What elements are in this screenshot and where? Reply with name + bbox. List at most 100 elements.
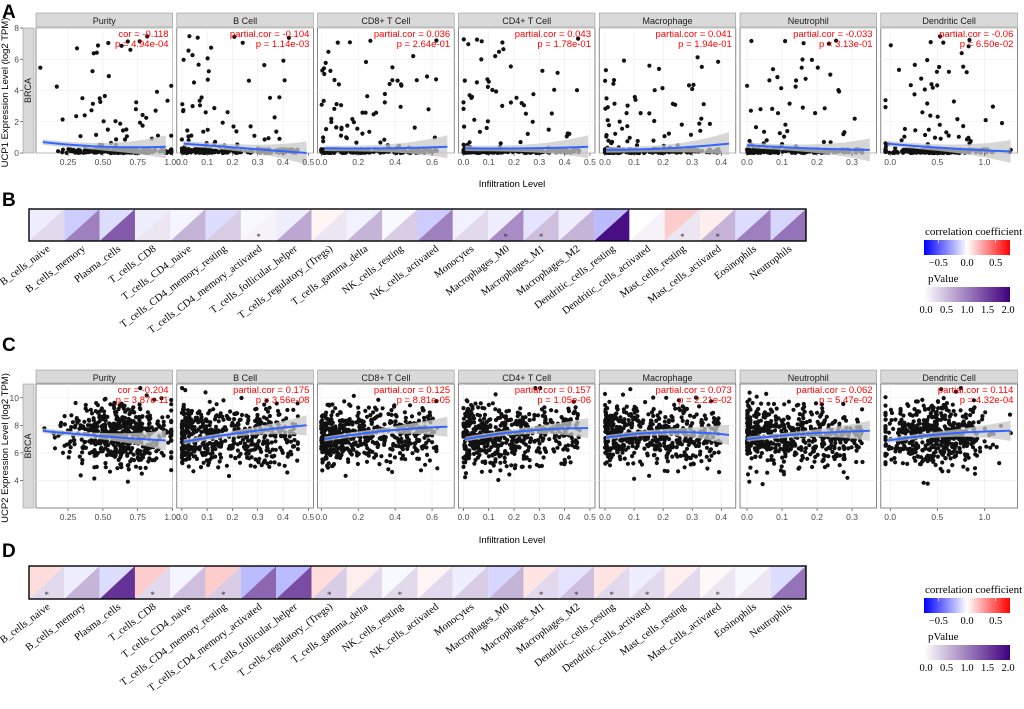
facet-strip bbox=[35, 12, 173, 28]
scatter-point bbox=[527, 418, 532, 423]
scatter-point bbox=[504, 464, 509, 469]
scatter-point bbox=[277, 95, 282, 100]
scatter-point bbox=[568, 460, 573, 465]
scatter-point bbox=[705, 466, 710, 471]
scatter-point bbox=[115, 417, 120, 422]
stat-pvalue: p = 8.81e-05 bbox=[397, 395, 451, 406]
scatter-point bbox=[233, 455, 238, 460]
scatter-point bbox=[549, 111, 554, 116]
scatter-point bbox=[92, 476, 97, 481]
scatter-point bbox=[185, 128, 190, 133]
scatter-point bbox=[912, 92, 917, 97]
cell-type-label: B_cells_memory bbox=[24, 243, 89, 295]
scatter-point bbox=[575, 413, 580, 418]
scatter-point bbox=[461, 106, 466, 111]
scatter-point bbox=[267, 413, 272, 419]
scatter-point bbox=[528, 436, 534, 441]
scatter-point bbox=[697, 441, 702, 446]
scatter-point bbox=[326, 49, 331, 54]
scatter-point bbox=[58, 423, 63, 429]
scatter-point bbox=[100, 447, 106, 452]
scatter-point bbox=[915, 150, 920, 155]
scatter-point bbox=[665, 459, 671, 464]
scatter-point bbox=[540, 438, 545, 443]
scatter-point bbox=[120, 443, 125, 448]
scatter-point bbox=[615, 450, 620, 455]
scatter-point bbox=[325, 441, 330, 446]
scatter-point bbox=[643, 400, 648, 405]
x-tick-label: 0.1 bbox=[201, 157, 213, 167]
scatter-point bbox=[414, 78, 419, 83]
scatter-point bbox=[339, 103, 344, 108]
scatter-point bbox=[94, 132, 99, 137]
scatter-point bbox=[603, 68, 609, 73]
x-tick-label: 0.3 bbox=[533, 157, 545, 167]
x-tick-label: 0.0 bbox=[599, 157, 611, 167]
scatter-point bbox=[232, 417, 237, 422]
scatter-point bbox=[493, 392, 498, 397]
scatter-point bbox=[422, 435, 427, 440]
scatter-point bbox=[883, 98, 888, 103]
scatter-point bbox=[532, 412, 537, 418]
scatter-point bbox=[377, 462, 382, 467]
scatter-point bbox=[285, 470, 290, 475]
scatter-point bbox=[169, 420, 174, 425]
scatter-point bbox=[221, 398, 226, 403]
scatter-point bbox=[324, 127, 329, 132]
scatter-point bbox=[198, 465, 204, 470]
scatter-point bbox=[693, 443, 699, 449]
scatter-point bbox=[60, 450, 66, 455]
scatter-point bbox=[321, 135, 326, 140]
scatter-point bbox=[485, 77, 490, 82]
scatter-point bbox=[747, 479, 752, 484]
y-tick-label: 4 bbox=[14, 86, 19, 96]
scatter-point bbox=[74, 46, 80, 51]
scatter-point bbox=[779, 86, 784, 91]
scatter-point bbox=[603, 427, 609, 432]
scatter-point bbox=[335, 40, 340, 45]
scatter-point bbox=[101, 119, 106, 124]
scatter-point bbox=[169, 455, 174, 461]
scatter-point bbox=[326, 426, 331, 431]
scatter-point bbox=[896, 67, 902, 72]
scatter-point bbox=[633, 97, 638, 102]
scatter-point bbox=[919, 76, 924, 81]
scatter-point bbox=[366, 405, 371, 410]
scatter-point bbox=[319, 446, 324, 451]
scatter-point bbox=[617, 419, 622, 424]
scatter-point bbox=[85, 427, 90, 432]
scatter-point bbox=[775, 111, 781, 116]
scatter-point bbox=[339, 127, 344, 132]
scatter-point bbox=[375, 424, 380, 429]
scatter-point bbox=[654, 460, 659, 466]
scatter-point bbox=[216, 465, 221, 470]
scatter-point bbox=[559, 461, 564, 466]
scatter-point bbox=[716, 450, 721, 455]
scatter-point bbox=[259, 463, 264, 468]
scatter-point bbox=[464, 398, 469, 403]
scatter-point bbox=[604, 96, 609, 101]
scatter-point bbox=[607, 399, 612, 404]
scatter-point bbox=[367, 129, 372, 134]
scatter-point bbox=[549, 408, 554, 413]
scatter-point bbox=[538, 434, 543, 440]
scatter-point bbox=[534, 449, 539, 454]
scatter-point bbox=[426, 438, 431, 443]
scatter-point bbox=[399, 83, 404, 88]
scatter-point bbox=[126, 467, 131, 472]
scatter-point bbox=[272, 115, 277, 120]
scatter-point bbox=[331, 443, 336, 448]
scatter-point bbox=[464, 448, 470, 453]
facet-title: Dendritic Cell bbox=[922, 16, 976, 26]
scatter-point bbox=[523, 415, 528, 420]
scatter-point bbox=[472, 461, 477, 466]
scatter-point bbox=[80, 450, 85, 455]
scatter-point bbox=[670, 454, 675, 459]
scatter-point bbox=[153, 108, 158, 113]
scatter-point bbox=[424, 445, 429, 450]
scatter-point bbox=[612, 442, 618, 447]
scatter-point bbox=[484, 125, 489, 131]
scatter-point bbox=[427, 458, 432, 463]
scatter-point bbox=[435, 466, 440, 471]
